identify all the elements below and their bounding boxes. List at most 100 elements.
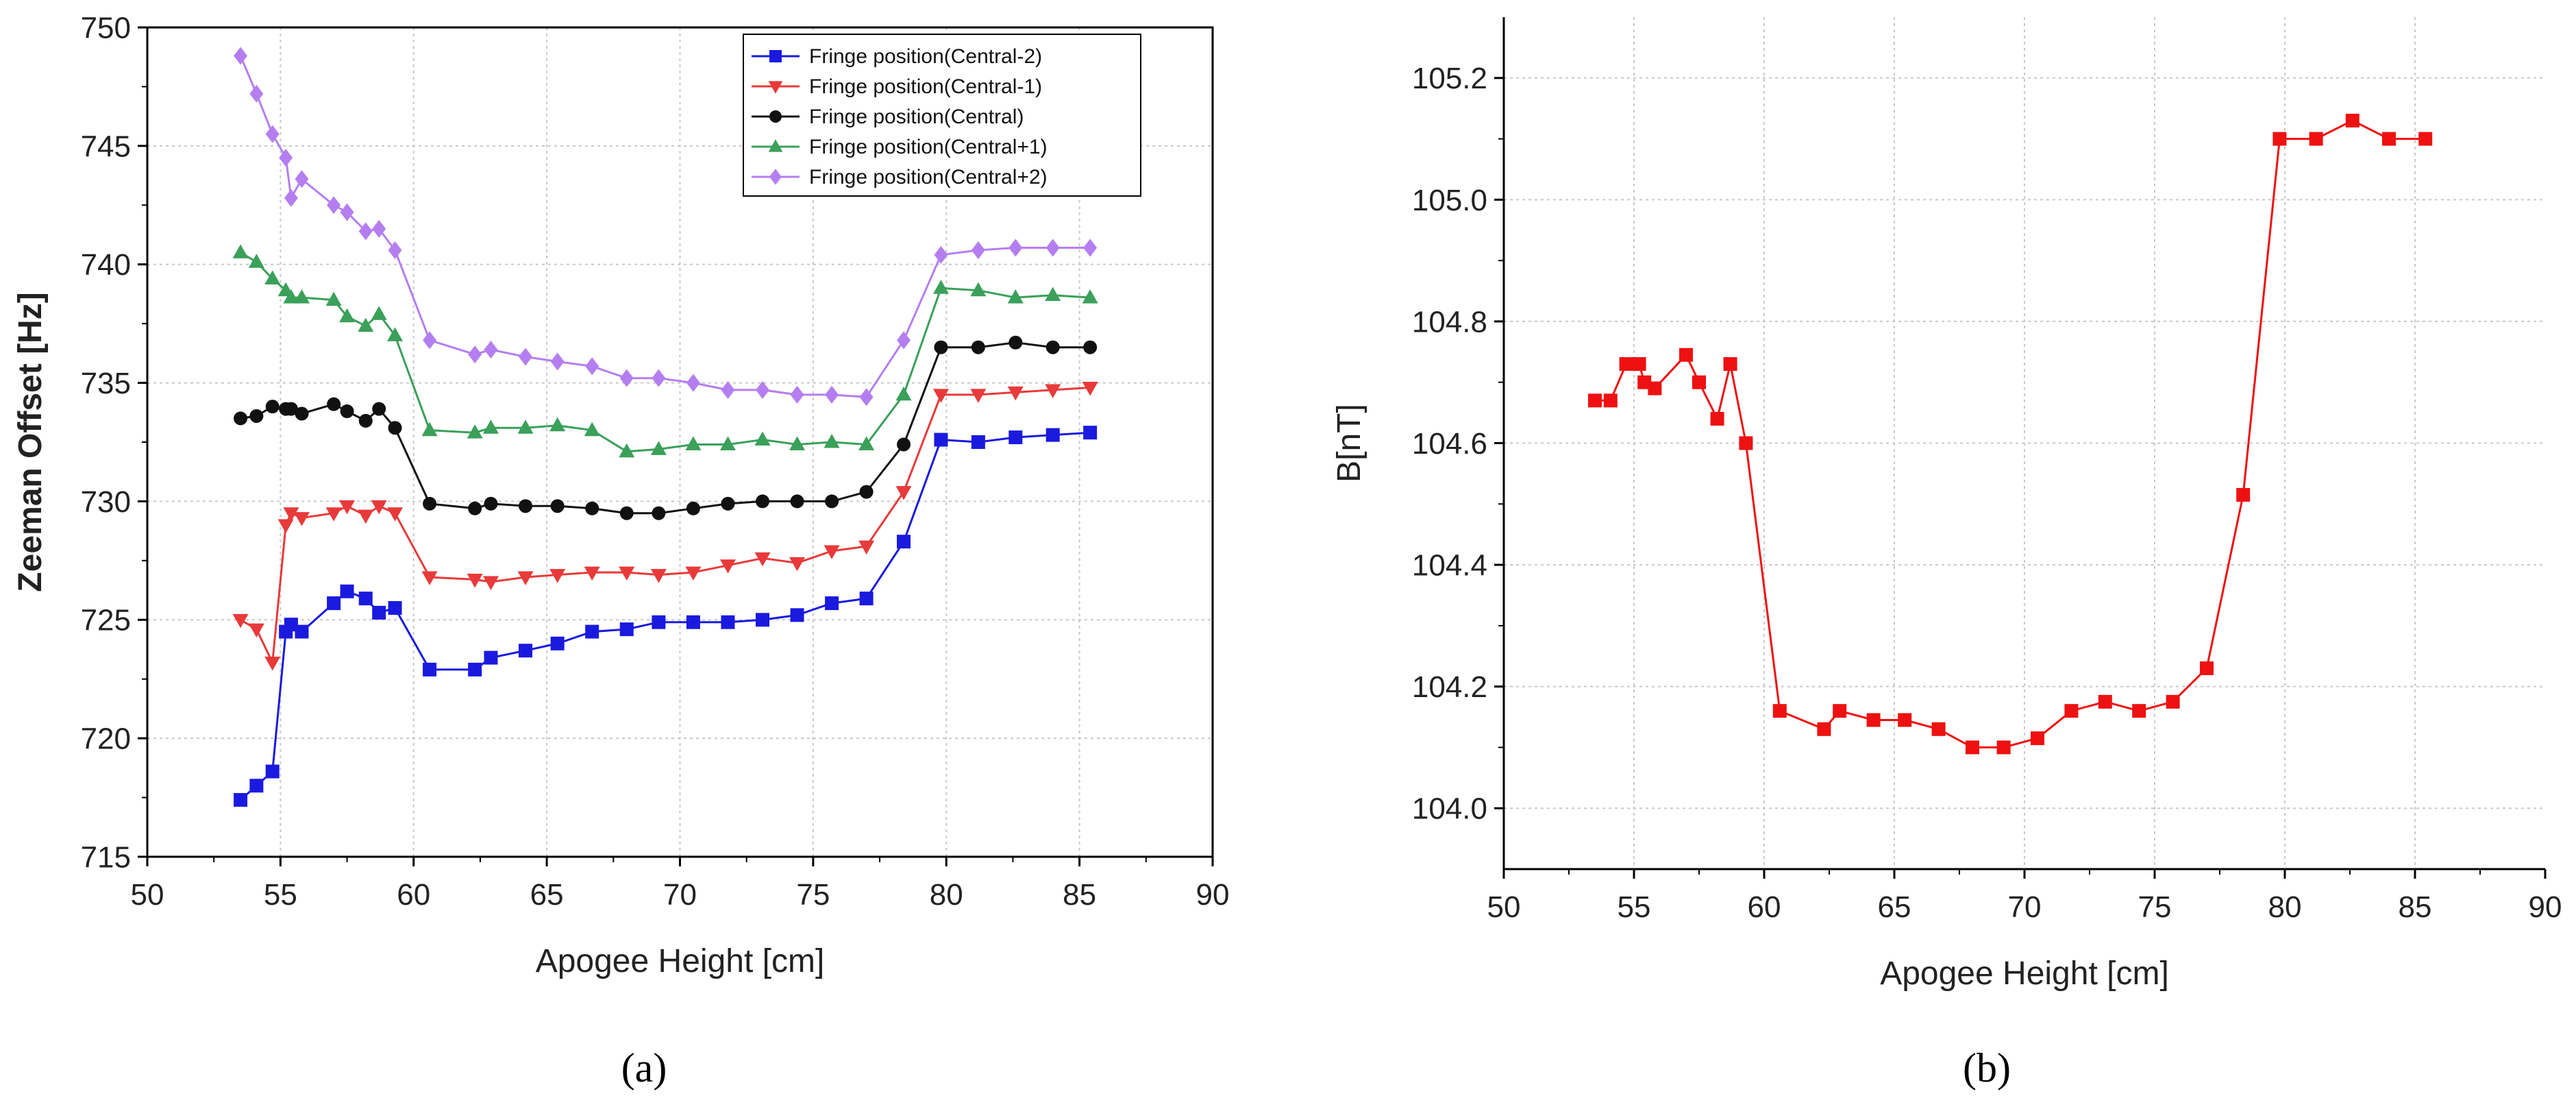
legend-label: Fringe position(Central+1)	[809, 136, 1048, 158]
data-point	[249, 409, 264, 423]
x-tick-label: 85	[2399, 890, 2432, 924]
data-point	[790, 494, 804, 509]
data-point	[423, 496, 437, 511]
x-axis-title: Apogee Height [cm]	[1880, 955, 2169, 992]
data-point	[284, 618, 298, 632]
data-point	[1083, 340, 1098, 354]
legend-label: Fringe position(Central-1)	[809, 75, 1042, 98]
data-point	[1008, 335, 1023, 350]
data-point	[387, 327, 404, 341]
data-point	[825, 596, 839, 611]
data-point	[756, 494, 770, 509]
data-point	[585, 624, 599, 639]
data-point	[550, 499, 565, 513]
data-point	[1931, 722, 1946, 736]
data-point	[1648, 381, 1662, 395]
legend-item: Fringe position(Central-2)	[752, 45, 1042, 68]
legend-swatch-marker	[769, 169, 782, 185]
x-tick-label: 65	[1878, 890, 1911, 924]
data-point	[1898, 713, 1912, 727]
y-ticks: 715 720 725 730 735 740 745 750	[81, 11, 147, 874]
data-point	[234, 793, 248, 807]
y-tick-label: 105.0	[1412, 184, 1487, 217]
data-point	[1632, 357, 1646, 371]
data-point	[858, 540, 875, 555]
data-point	[372, 605, 386, 620]
data-point	[932, 280, 949, 294]
chart-a-zeeman-offset: 50 55 60 65 70 75 80 85 907157207257307357407457…	[12, 11, 1229, 979]
x-tick-label: 75	[2138, 890, 2172, 924]
data-point	[619, 622, 634, 637]
data-point	[284, 188, 298, 207]
data-point	[234, 47, 248, 65]
legend-item: Fringe position(Central+1)	[752, 136, 1048, 158]
data-point	[789, 436, 806, 450]
data-point	[468, 662, 482, 677]
data-point	[372, 402, 386, 416]
data-point	[339, 500, 356, 515]
data-point	[686, 501, 700, 515]
data-point	[790, 385, 804, 404]
data-point	[232, 244, 249, 258]
x-tick-label: 70	[663, 878, 697, 912]
data-point	[283, 507, 299, 522]
data-point	[358, 509, 374, 524]
data-point	[284, 402, 298, 416]
series-0	[1588, 113, 2433, 755]
legend-swatch-marker	[769, 50, 782, 62]
data-point	[1679, 348, 1693, 362]
data-point	[1083, 426, 1098, 440]
data-point	[264, 657, 281, 671]
data-point	[248, 623, 264, 638]
data-point	[1083, 239, 1098, 257]
data-point	[1772, 704, 1787, 718]
data-point	[970, 282, 987, 297]
data-point	[358, 592, 373, 606]
legend-label: Fringe position(Central-2)	[809, 45, 1042, 68]
data-point	[388, 241, 402, 259]
data-point	[423, 331, 437, 350]
data-point	[372, 219, 386, 238]
y-tick-label: 104.6	[1412, 427, 1487, 461]
data-point	[823, 434, 840, 448]
data-point	[584, 566, 600, 581]
data-point	[1045, 340, 1060, 354]
legend-label: Fringe position(Central)	[809, 106, 1024, 128]
data-point	[264, 270, 281, 284]
series-2	[234, 335, 1098, 520]
data-point	[327, 196, 341, 215]
data-point	[685, 566, 702, 581]
legend-swatch-marker	[768, 139, 783, 152]
y-tick-label: 740	[81, 248, 131, 282]
data-point	[232, 613, 249, 629]
x-tick-label: 50	[131, 878, 164, 912]
y-tick-label: 735	[81, 367, 131, 400]
data-point	[265, 125, 280, 143]
data-point	[325, 291, 342, 306]
data-point	[293, 289, 310, 304]
data-point	[650, 569, 667, 583]
y-tick-label: 715	[81, 840, 131, 874]
data-point	[1966, 740, 1979, 755]
y-tick-label: 750	[81, 11, 131, 45]
x-tick-label: 75	[796, 878, 830, 912]
y-tick-label: 725	[81, 604, 131, 637]
data-point	[279, 149, 293, 167]
data-point	[387, 507, 404, 522]
data-point	[1045, 287, 1061, 302]
data-point	[895, 486, 912, 500]
data-point	[932, 389, 949, 403]
data-point	[756, 613, 770, 627]
data-point	[1007, 289, 1024, 304]
data-point	[721, 615, 735, 629]
data-point	[388, 421, 402, 435]
y-tick-label: 105.2	[1412, 62, 1487, 95]
x-tick-label: 50	[1487, 890, 1521, 924]
data-point	[1007, 386, 1024, 401]
data-point	[549, 417, 566, 432]
data-point	[1603, 393, 1618, 408]
data-point	[686, 615, 700, 629]
data-point	[619, 369, 634, 387]
data-point	[686, 374, 700, 392]
